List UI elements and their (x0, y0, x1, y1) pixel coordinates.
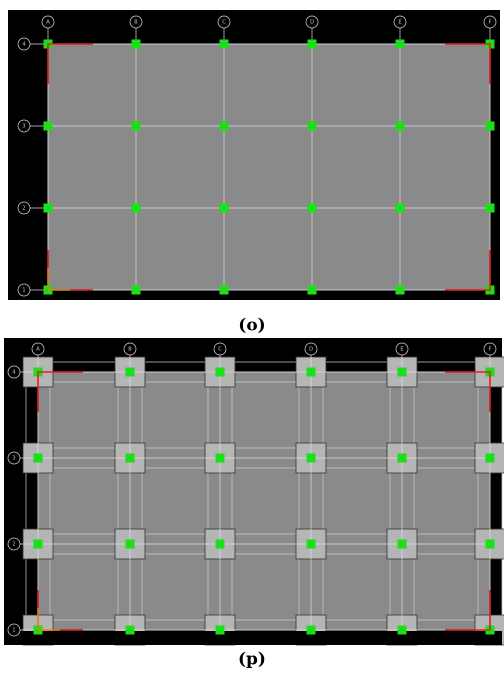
column-label: C (218, 347, 222, 353)
column (219, 203, 229, 213)
grid-bubble (305, 15, 319, 29)
slab-clip (4, 631, 502, 645)
column (397, 367, 407, 377)
column (219, 285, 229, 295)
row-label: 2 (12, 542, 15, 548)
row-label: 4 (12, 370, 15, 376)
grid-bubble (483, 15, 497, 29)
grid-bubble (483, 342, 497, 356)
column (43, 203, 53, 213)
grid-bubble (304, 342, 318, 356)
grid-bubble (17, 283, 31, 297)
column-label: B (134, 20, 138, 26)
column (219, 121, 229, 131)
column (306, 625, 316, 635)
column (306, 539, 316, 549)
column-label: B (128, 347, 132, 353)
column (307, 121, 317, 131)
column-label: D (309, 347, 313, 353)
column (125, 367, 135, 377)
row-label: 1 (22, 288, 25, 294)
grid-bubble (7, 623, 21, 637)
column (395, 39, 405, 49)
column (125, 625, 135, 635)
grid-bubble (213, 342, 227, 356)
slab (47, 43, 491, 291)
column (125, 453, 135, 463)
column (43, 121, 53, 131)
caption: (p) (238, 650, 266, 670)
column (307, 203, 317, 213)
column (485, 203, 495, 213)
column (215, 453, 225, 463)
wall (47, 43, 93, 84)
column (397, 625, 407, 635)
row-label: 4 (22, 42, 25, 48)
column (485, 453, 495, 463)
column (485, 121, 495, 131)
grid-bubble (17, 37, 31, 51)
column (125, 539, 135, 549)
grid-bubble (217, 15, 231, 29)
column (131, 39, 141, 49)
column (397, 539, 407, 549)
column-label: C (222, 20, 226, 26)
column-label: A (46, 20, 50, 26)
wall (445, 371, 491, 412)
row-label: 3 (12, 456, 15, 462)
column (215, 539, 225, 549)
column (306, 453, 316, 463)
column (397, 453, 407, 463)
column (131, 121, 141, 131)
grid-bubble (41, 15, 55, 29)
column (33, 453, 43, 463)
grid-bubble (31, 342, 45, 356)
grid-bubble (123, 342, 137, 356)
column (219, 39, 229, 49)
column (33, 539, 43, 549)
grid-bubble (7, 537, 21, 551)
caption: (o) (238, 316, 265, 336)
column-label: D (310, 20, 314, 26)
column (395, 121, 405, 131)
row-label: 2 (22, 206, 25, 212)
grid-bubble (7, 365, 21, 379)
grid-bubble (7, 451, 21, 465)
column (215, 625, 225, 635)
wall (445, 590, 491, 631)
row-label: 3 (22, 124, 25, 130)
grid-bubble (129, 15, 143, 29)
grid-bubble (17, 201, 31, 215)
column-label: A (36, 347, 40, 353)
column (395, 285, 405, 295)
column (306, 367, 316, 377)
grid-bubble (393, 15, 407, 29)
column (485, 539, 495, 549)
column (307, 39, 317, 49)
column (215, 367, 225, 377)
column-label: F (489, 347, 492, 353)
grid-bubble (395, 342, 409, 356)
wall (445, 250, 491, 291)
column (131, 203, 141, 213)
wall (445, 43, 491, 84)
column (395, 203, 405, 213)
column (307, 285, 317, 295)
column-label: F (489, 20, 492, 26)
column-label: E (400, 347, 403, 353)
wall (37, 371, 83, 412)
column (131, 285, 141, 295)
grid-bubble (17, 119, 31, 133)
slab (37, 371, 491, 631)
row-label: 1 (12, 628, 15, 634)
column-label: E (398, 20, 401, 26)
